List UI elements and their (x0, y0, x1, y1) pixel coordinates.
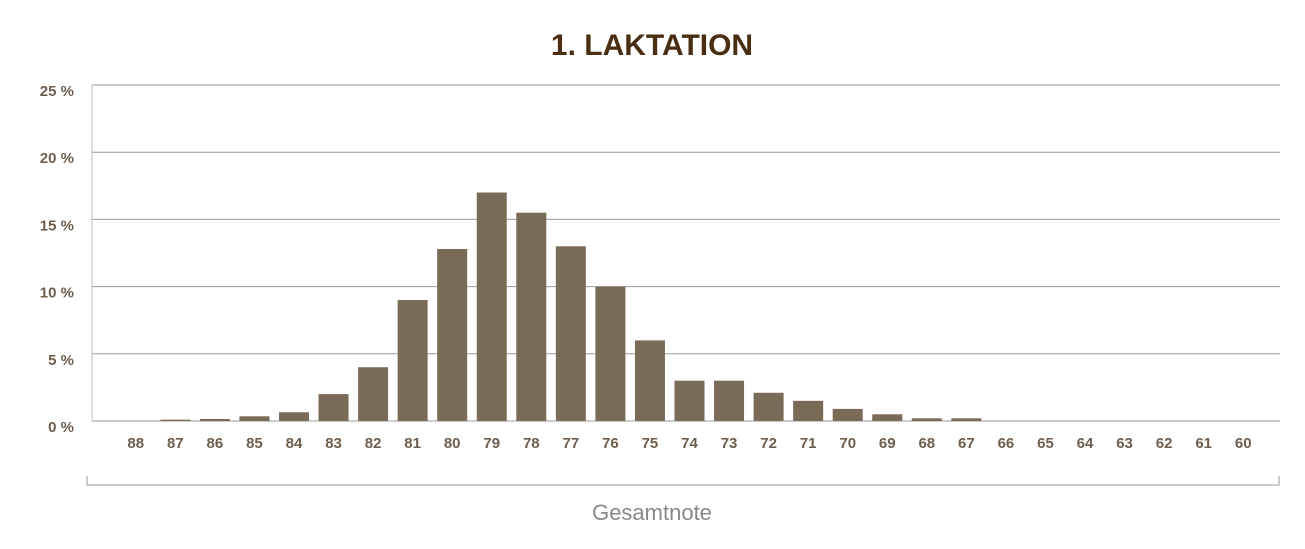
x-bracket (86, 476, 1280, 486)
y-tick-label: 5 % (48, 352, 74, 369)
bar (714, 380, 745, 421)
x-tick-label: 83 (325, 435, 342, 452)
y-tick-label: 15 % (40, 217, 74, 234)
chart-title: 1. LAKTATION (551, 29, 753, 62)
y-tick-label: 20 % (40, 150, 74, 167)
bar (634, 340, 665, 421)
x-tick-label: 77 (563, 435, 580, 452)
y-tick-label: 10 % (40, 285, 74, 302)
bar (239, 416, 270, 421)
bar (358, 367, 389, 421)
x-tick-label: 66 (998, 435, 1015, 452)
bar (437, 248, 468, 421)
bar (476, 192, 507, 421)
y-tick-label: 25 % (40, 83, 74, 100)
bar (516, 212, 547, 421)
bar (397, 300, 428, 421)
x-tick-label: 67 (958, 435, 975, 452)
bar (318, 394, 349, 421)
bar (793, 400, 824, 421)
x-tick-label: 60 (1235, 435, 1252, 452)
bar (160, 419, 191, 421)
x-tick-label: 82 (365, 435, 382, 452)
x-tick-label: 87 (167, 435, 184, 452)
bar (278, 412, 309, 421)
x-tick-label: 76 (602, 435, 619, 452)
bar (911, 418, 942, 421)
x-axis-label: Gesamtnote (592, 500, 712, 525)
x-tick-label: 74 (681, 435, 698, 452)
x-tick-label: 88 (127, 435, 144, 452)
bar (595, 286, 626, 421)
x-tick-label: 69 (879, 435, 896, 452)
x-tick-label: 61 (1195, 435, 1212, 452)
x-tick-label: 79 (483, 435, 500, 452)
x-tick-label: 68 (918, 435, 935, 452)
x-tick-label: 81 (404, 435, 421, 452)
x-tick-label: 80 (444, 435, 461, 452)
bar (199, 418, 230, 421)
y-tick-label: 0 % (48, 419, 74, 436)
x-tick-label: 63 (1116, 435, 1133, 452)
x-tick-label: 86 (207, 435, 224, 452)
x-tick-label: 71 (800, 435, 817, 452)
bar (555, 246, 586, 421)
x-tick-label: 70 (839, 435, 856, 452)
bar (951, 418, 982, 421)
x-tick-label: 62 (1156, 435, 1173, 452)
x-tick-label: 65 (1037, 435, 1054, 452)
x-tick-label: 84 (286, 435, 303, 452)
x-tick-label: 73 (721, 435, 738, 452)
bar (872, 414, 903, 421)
x-tick-label: 75 (642, 435, 659, 452)
bar (832, 408, 863, 421)
x-tick-label: 72 (760, 435, 777, 452)
x-tick-label: 85 (246, 435, 263, 452)
bar (674, 380, 705, 421)
bar (753, 392, 784, 421)
x-tick-label: 78 (523, 435, 540, 452)
x-tick-label: 64 (1077, 435, 1094, 452)
